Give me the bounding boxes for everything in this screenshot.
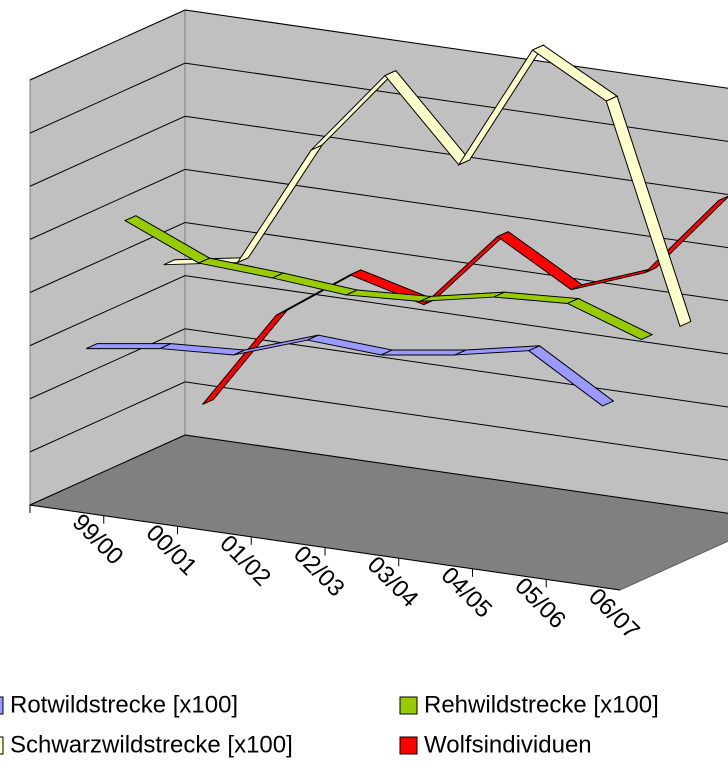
series-line — [163, 44, 692, 327]
series-line — [86, 334, 615, 407]
line-segment — [605, 95, 692, 327]
series-line — [123, 215, 654, 341]
legend-label: Wolfsindividuen — [424, 731, 592, 758]
legend-label: Schwarzwildstrecke [x100] — [10, 731, 293, 758]
back-wall — [184, 9, 728, 514]
grid-line — [29, 115, 728, 195]
grid-line — [29, 434, 728, 514]
grid-line — [29, 9, 728, 89]
legend-label: Rotwildstrecke [x100] — [10, 691, 238, 718]
grid-line — [29, 168, 728, 249]
legend-swatch — [0, 696, 4, 715]
grid-line — [29, 221, 728, 302]
legend-label: Rehwildstrecke [x100] — [424, 691, 659, 718]
legend-swatch — [399, 736, 418, 755]
line-segment — [566, 297, 654, 341]
line-segment — [527, 345, 615, 407]
grid-line — [29, 62, 728, 142]
legend-swatch — [399, 696, 418, 715]
legend-swatch — [0, 736, 4, 755]
line-segment — [86, 343, 172, 350]
line-segment — [381, 349, 467, 356]
grid-line — [29, 381, 728, 461]
grid-line — [29, 275, 728, 355]
x-tick-label: 06/07 — [583, 583, 645, 645]
